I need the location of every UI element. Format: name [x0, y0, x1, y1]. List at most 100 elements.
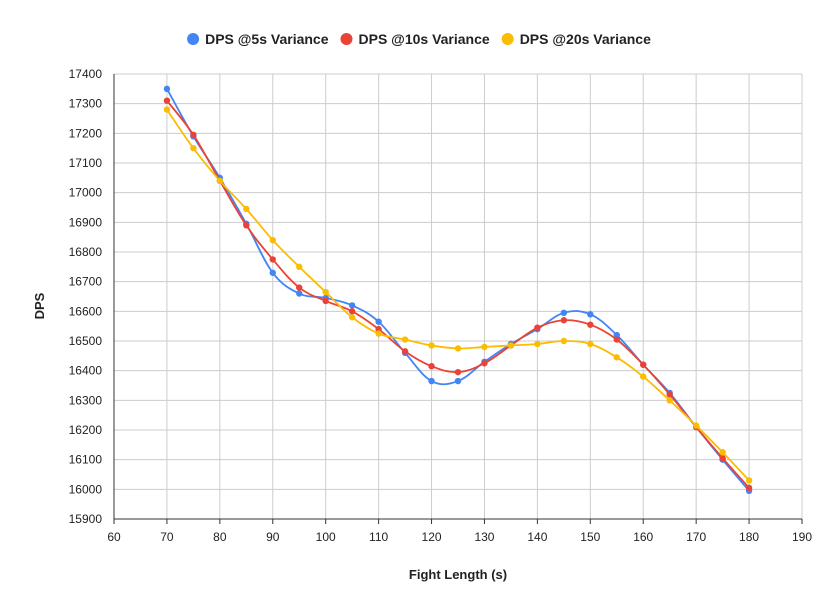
- y-tick-label: 15900: [69, 512, 103, 526]
- data-point-dps-20s-variance: [481, 343, 488, 351]
- y-tick-label: 17000: [69, 186, 103, 200]
- data-point-dps-10s-variance: [322, 297, 329, 305]
- data-point-dps-10s-variance: [640, 361, 647, 368]
- y-tick-label: 17300: [69, 97, 103, 111]
- data-point-dps-10s-variance: [613, 336, 620, 343]
- data-point-dps-20s-variance: [401, 336, 409, 343]
- data-point-dps-5s-variance: [269, 269, 276, 276]
- data-point-dps-20s-variance: [454, 345, 462, 352]
- data-point-dps-10s-variance: [269, 256, 276, 263]
- x-tick-label: 130: [474, 530, 494, 544]
- legend-item: DPS @5s Variance: [187, 31, 329, 47]
- data-point-dps-20s-variance: [587, 340, 594, 348]
- x-tick-label: 90: [266, 530, 280, 544]
- legend-label: DPS @10s Variance: [359, 31, 490, 47]
- data-point-dps-20s-variance: [296, 263, 303, 271]
- y-tick-label: 16800: [69, 245, 103, 259]
- legend-item: DPS @10s Variance: [340, 31, 490, 47]
- data-point-dps-10s-variance: [296, 284, 303, 291]
- x-tick-label: 60: [107, 530, 121, 544]
- data-point-dps-20s-variance: [560, 337, 568, 345]
- data-point-dps-10s-variance: [719, 454, 726, 462]
- x-tick-label: 180: [739, 530, 759, 544]
- data-point-dps-20s-variance: [190, 144, 197, 152]
- data-point-dps-20s-variance: [375, 330, 382, 337]
- data-point-dps-5s-variance: [375, 318, 382, 325]
- y-tick-label: 16200: [69, 423, 103, 437]
- data-point-dps-20s-variance: [534, 340, 541, 348]
- x-tick-label: 80: [213, 530, 227, 544]
- x-tick-label: 100: [316, 530, 336, 544]
- data-point-dps-20s-variance: [269, 236, 276, 244]
- data-point-dps-20s-variance: [243, 205, 250, 213]
- axes: 15900 16000 16100 16200 16300 16400 16500 16600…: [69, 67, 813, 544]
- data-point-dps-20s-variance: [666, 397, 673, 404]
- y-tick-label: 16500: [69, 334, 103, 348]
- legend-marker: [187, 33, 200, 45]
- y-tick-label: 17400: [69, 67, 103, 81]
- data-point-dps-20s-variance: [745, 477, 753, 484]
- y-tick-label: 17100: [69, 156, 103, 170]
- x-tick-label: 140: [527, 530, 547, 544]
- data-point-dps-10s-variance: [745, 484, 753, 492]
- data-point-dps-5s-variance: [163, 85, 171, 93]
- y-tick-label: 16400: [69, 364, 103, 378]
- data-point-dps-20s-variance: [322, 288, 329, 296]
- data-point-dps-10s-variance: [481, 360, 488, 367]
- data-point-dps-10s-variance: [243, 222, 250, 229]
- data-point-dps-10s-variance: [454, 368, 462, 376]
- legend-marker: [501, 33, 514, 45]
- data-point-dps-20s-variance: [719, 449, 726, 456]
- data-point-dps-10s-variance: [348, 308, 356, 315]
- data-point-dps-5s-variance: [348, 302, 356, 309]
- data-point-dps-20s-variance: [163, 106, 171, 113]
- data-point-dps-10s-variance: [534, 324, 541, 331]
- legend-label: DPS @5s Variance: [205, 31, 329, 47]
- data-point-dps-5s-variance: [296, 290, 303, 297]
- legend-label: DPS @20s Variance: [520, 31, 651, 47]
- data-point-dps-5s-variance: [428, 377, 435, 385]
- data-point-dps-20s-variance: [216, 177, 224, 184]
- data-point-dps-10s-variance: [560, 317, 568, 324]
- data-point-dps-20s-variance: [613, 354, 620, 361]
- data-point-dps-20s-variance: [640, 373, 647, 380]
- x-tick-label: 110: [369, 530, 388, 544]
- legend-item: DPS @20s Variance: [501, 31, 651, 47]
- x-tick-label: 150: [580, 530, 600, 544]
- x-tick-label: 170: [686, 530, 706, 544]
- y-tick-label: 16100: [69, 453, 103, 467]
- x-tick-label: 70: [160, 530, 174, 544]
- data-point-dps-5s-variance: [560, 309, 568, 317]
- data-point-dps-5s-variance: [454, 377, 462, 385]
- y-tick-label: 17200: [69, 126, 103, 140]
- y-axis-title: DPS: [32, 292, 47, 319]
- y-tick-label: 16900: [69, 215, 103, 229]
- data-point-dps-10s-variance: [190, 131, 197, 139]
- data-point-dps-20s-variance: [348, 314, 356, 321]
- data-point-dps-10s-variance: [587, 321, 594, 328]
- data-point-dps-5s-variance: [613, 331, 620, 339]
- data-point-dps-10s-variance: [375, 325, 382, 333]
- series-lines: [163, 85, 753, 495]
- x-tick-label: 190: [792, 530, 812, 544]
- data-point-dps-10s-variance: [401, 348, 409, 355]
- data-point-dps-5s-variance: [587, 311, 594, 318]
- data-point-dps-20s-variance: [428, 342, 435, 349]
- legend: DPS @5s Variance DPS @10s Variance DPS @20…: [187, 31, 651, 47]
- data-point-dps-20s-variance: [507, 342, 515, 349]
- y-tick-label: 16000: [69, 482, 103, 496]
- data-point-dps-10s-variance: [666, 391, 673, 398]
- x-tick-label: 120: [422, 530, 442, 544]
- data-point-dps-10s-variance: [163, 97, 171, 104]
- y-tick-label: 16600: [69, 304, 103, 318]
- x-tick-label: 160: [633, 530, 653, 544]
- legend-marker: [340, 33, 353, 45]
- data-point-dps-20s-variance: [692, 422, 700, 429]
- y-tick-label: 16700: [69, 275, 103, 289]
- x-axis-title: Fight Length (s): [409, 567, 507, 582]
- data-point-dps-10s-variance: [428, 363, 435, 370]
- y-tick-label: 16300: [69, 393, 103, 407]
